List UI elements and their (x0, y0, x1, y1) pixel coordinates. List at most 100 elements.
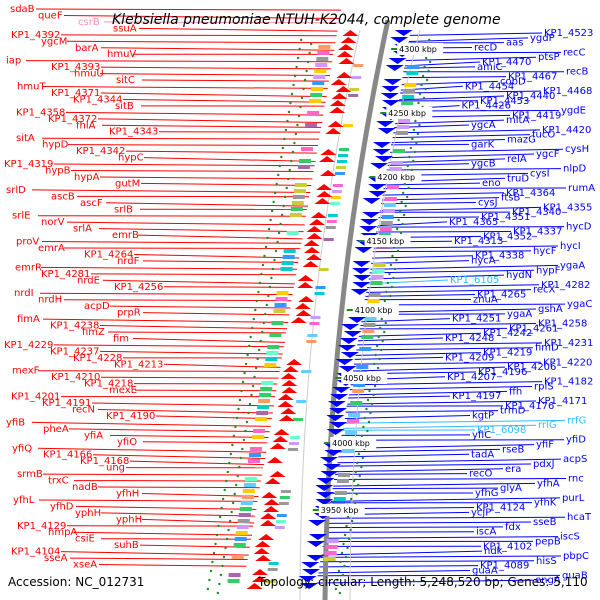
feature-block (336, 479, 349, 483)
reverse-gene-connector (70, 169, 314, 172)
feature-block (276, 514, 287, 517)
reverse-gene-arrow (336, 72, 353, 78)
track-dot (413, 150, 417, 154)
feature-block (352, 389, 365, 393)
forward-gene-label: recX (533, 285, 556, 296)
reverse-gene-label: barA (75, 43, 99, 54)
forward-gene-arrow (388, 58, 407, 64)
forward-gene-connector (365, 293, 476, 297)
forward-gene-label: ygdE (561, 105, 586, 116)
reverse-gene-arrow (266, 457, 283, 463)
forward-gene-connector (325, 526, 504, 529)
reverse-gene-label: ygcM (41, 36, 67, 47)
track-dot (292, 83, 295, 87)
reverse-gene-arrow (277, 401, 294, 407)
forward-gene-connector (344, 415, 471, 420)
reverse-gene-connector (97, 118, 323, 123)
reverse-gene-label: KP1_4256 (114, 282, 163, 293)
track-dot (273, 258, 276, 262)
track-dot (396, 249, 400, 253)
track-dot (389, 294, 392, 298)
reverse-gene-connector (100, 512, 256, 517)
feature-block (240, 501, 253, 505)
track-dot (245, 420, 249, 424)
feature-block (265, 580, 276, 583)
track-dot (392, 276, 395, 280)
feature-block (324, 551, 337, 555)
reverse-gene-connector (142, 312, 290, 316)
reverse-gene-arrow (336, 51, 353, 57)
reverse-gene-label: queF (38, 10, 63, 21)
position-marker-label: 4150 kbp (367, 237, 405, 246)
forward-gene-arrow (319, 457, 338, 463)
track-dot (346, 546, 349, 550)
forward-gene-label: hcaT (567, 512, 592, 523)
feature-block (370, 281, 383, 285)
forward-gene-connector (388, 158, 506, 164)
reverse-gene-arrow (335, 86, 352, 92)
reverse-gene-arrow (294, 303, 311, 309)
feature-block (280, 490, 291, 493)
track-dot (217, 524, 220, 528)
forward-gene-connector (399, 95, 505, 101)
feature-block (241, 495, 254, 499)
track-dot (427, 69, 430, 73)
reverse-gene-label: norV (41, 217, 65, 228)
reverse-gene-label: KP1_4344 (73, 94, 122, 105)
forward-gene-connector (325, 531, 475, 533)
reverse-gene-label: fimA (17, 314, 40, 325)
feature-block (347, 419, 360, 423)
feature-block (283, 249, 296, 253)
forward-gene-label: KP1_4523 (544, 28, 593, 39)
reverse-gene-label: hmpA (48, 527, 77, 538)
reverse-gene-label: KP1_4166 (43, 450, 92, 461)
feature-block (278, 502, 289, 505)
reverse-gene-arrow (280, 373, 297, 379)
track-dot (417, 101, 420, 105)
forward-gene-connector (391, 139, 506, 144)
forward-gene-label: KP1_4352 (483, 231, 532, 242)
feature-block (314, 69, 327, 73)
feature-block (407, 65, 420, 69)
reverse-gene-label: fim (113, 333, 129, 344)
reverse-gene-label: csrB (78, 17, 100, 28)
reverse-gene-label: srlA (73, 224, 92, 235)
reverse-gene-arrow (308, 219, 325, 225)
reverse-gene-connector (92, 454, 266, 460)
feature-block (314, 292, 325, 295)
track-dot (293, 74, 297, 78)
forward-gene-connector (372, 255, 474, 259)
reverse-gene-label: KP1_4392 (11, 30, 60, 41)
feature-block (315, 63, 328, 67)
track-dot (306, 60, 310, 64)
track-dot (281, 146, 285, 150)
forward-gene-connector (390, 143, 470, 146)
track-dot (406, 164, 409, 168)
reverse-gene-arrow (295, 310, 312, 316)
reverse-gene-connector (53, 163, 315, 167)
forward-gene-connector (327, 516, 566, 519)
reverse-gene-label: srmB (17, 469, 43, 480)
forward-gene-label: ygcB (471, 159, 496, 170)
reverse-gene-arrow (306, 226, 323, 232)
track-dot (274, 249, 278, 253)
reverse-gene-label: KP1_4393 (51, 62, 100, 73)
forward-gene-connector (384, 182, 481, 186)
track-dot (288, 168, 291, 172)
track-dot (372, 393, 375, 397)
feature-block (309, 322, 320, 325)
feature-block (342, 449, 355, 453)
forward-gene-arrow (341, 324, 360, 330)
reverse-gene-arrow (246, 583, 263, 589)
track-dot (261, 263, 265, 267)
feature-block (257, 405, 270, 409)
feature-block (380, 221, 393, 225)
reverse-gene-arrow (286, 359, 303, 365)
feature-block (349, 88, 360, 91)
reverse-gene-arrow (306, 233, 323, 239)
reverse-gene-connector (100, 47, 335, 51)
reverse-gene-connector (141, 518, 255, 524)
forward-gene-connector (360, 323, 537, 327)
track-dot (286, 119, 289, 123)
track-dot (366, 398, 370, 402)
